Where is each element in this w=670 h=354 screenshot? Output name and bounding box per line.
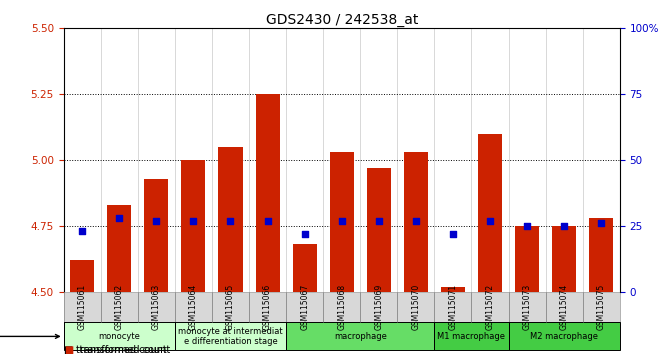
Text: GSM115065: GSM115065	[226, 284, 235, 330]
Bar	[293, 245, 317, 292]
Bar	[70, 260, 94, 292]
Text: GSM115069: GSM115069	[375, 284, 383, 330]
Point	[373, 218, 384, 224]
Bar	[218, 147, 243, 292]
Point	[336, 218, 347, 224]
Bar	[175, 322, 286, 350]
Bar	[509, 292, 545, 322]
Bar	[144, 178, 168, 292]
Bar	[212, 292, 249, 322]
Bar	[286, 292, 323, 322]
Bar	[286, 322, 434, 350]
Text: GSM115072: GSM115072	[486, 284, 494, 330]
Text: GSM115074: GSM115074	[559, 284, 569, 330]
Point	[411, 218, 421, 224]
Bar	[255, 94, 279, 292]
Bar	[100, 292, 138, 322]
Point	[114, 215, 125, 221]
Text: GSM115064: GSM115064	[189, 284, 198, 330]
Point	[484, 218, 495, 224]
Point	[299, 231, 310, 237]
Text: monocyte: monocyte	[98, 332, 140, 341]
Bar	[330, 152, 354, 292]
Text: GSM115071: GSM115071	[448, 284, 458, 330]
Bar	[583, 292, 620, 322]
Bar	[249, 292, 286, 322]
Text: monocyte at intermediat
e differentiation stage: monocyte at intermediat e differentiatio…	[178, 327, 283, 346]
Text: GSM115066: GSM115066	[263, 284, 272, 330]
Point	[559, 223, 570, 229]
Point	[225, 218, 236, 224]
Text: M1 macrophage: M1 macrophage	[438, 332, 505, 341]
Text: GSM115067: GSM115067	[300, 284, 309, 330]
Bar	[434, 292, 472, 322]
Point	[188, 218, 199, 224]
Bar	[64, 322, 175, 350]
Text: development stage: development stage	[0, 331, 60, 341]
Text: GSM115070: GSM115070	[411, 284, 420, 330]
Text: GSM115075: GSM115075	[597, 284, 606, 330]
Text: GSM115073: GSM115073	[523, 284, 531, 330]
Text: transformed count: transformed count	[76, 345, 166, 354]
Bar	[515, 226, 539, 292]
Bar	[478, 134, 502, 292]
Bar	[509, 322, 620, 350]
Bar	[472, 292, 509, 322]
Bar	[366, 168, 391, 292]
Bar	[323, 292, 360, 322]
Bar	[545, 292, 583, 322]
Text: ■  transformed count: ■ transformed count	[64, 345, 170, 354]
Bar	[434, 322, 509, 350]
Point	[522, 223, 533, 229]
Text: GSM115063: GSM115063	[152, 284, 161, 330]
Text: GSM115068: GSM115068	[337, 284, 346, 330]
Text: M2 macrophage: M2 macrophage	[530, 332, 598, 341]
Point	[596, 221, 606, 226]
Point	[77, 228, 88, 234]
Point	[448, 231, 458, 237]
Text: macrophage: macrophage	[334, 332, 387, 341]
Bar	[552, 226, 576, 292]
Bar	[404, 152, 428, 292]
Text: ■: ■	[64, 345, 73, 354]
Point	[151, 218, 161, 224]
Bar	[441, 287, 465, 292]
Bar	[138, 292, 175, 322]
Text: GSM115062: GSM115062	[115, 284, 124, 330]
Bar	[182, 160, 206, 292]
Title: GDS2430 / 242538_at: GDS2430 / 242538_at	[265, 13, 418, 27]
Bar	[175, 292, 212, 322]
Point	[262, 218, 273, 224]
Bar	[64, 292, 100, 322]
Bar	[360, 292, 397, 322]
Bar	[589, 218, 613, 292]
Text: GSM115061: GSM115061	[78, 284, 86, 330]
Bar	[107, 205, 131, 292]
Bar	[397, 292, 434, 322]
